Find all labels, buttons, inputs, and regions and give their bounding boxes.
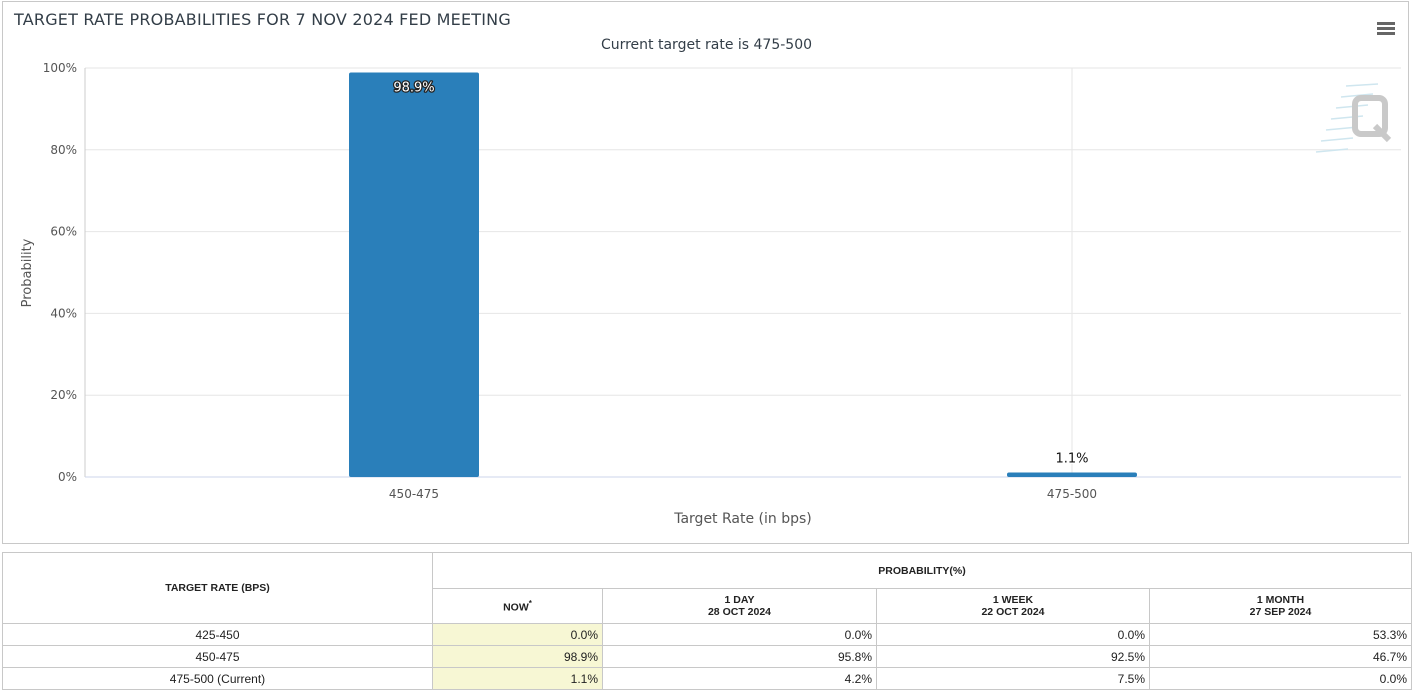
probability-table: TARGET RATE (BPS) PROBABILITY(%) NOW* 1 … [2, 552, 1412, 690]
bar-chart: 0% 20% 40% 60% 80% 100% 450-475 475-500 98.9% 1.… [20, 61, 1401, 527]
y-tick-label: 40% [50, 306, 77, 320]
now-header: NOW* [432, 588, 603, 624]
row-one-month: 46.7% [1149, 645, 1412, 668]
chart-subtitle: Current target rate is 475-500 [600, 37, 813, 53]
row-rate: 475-500 (Current) [2, 667, 433, 690]
y-tick-label: 20% [50, 388, 77, 402]
row-one-month: 53.3% [1149, 623, 1412, 646]
data-labels: 98.9% 1.1% [392, 79, 1090, 468]
row-one-week: 92.5% [876, 645, 1150, 668]
bar [1007, 472, 1137, 477]
one-week-date: 22 OCT 2024 [981, 606, 1045, 618]
row-now: 98.9% [432, 645, 603, 668]
row-one-week: 7.5% [876, 667, 1150, 690]
one-month-date: 27 SEP 2024 [1249, 606, 1312, 618]
table-row: 425-450 0.0% 0.0% 0.0% 53.3% [2, 623, 1412, 646]
row-one-month: 0.0% [1149, 667, 1412, 690]
bars [349, 72, 1137, 478]
y-tick-label: 80% [50, 143, 77, 157]
one-week-label: 1 WEEK [992, 594, 1034, 606]
now-header-marker: * [528, 598, 532, 608]
row-rate: 425-450 [2, 623, 433, 646]
one-month-header: 1 MONTH 27 SEP 2024 [1149, 588, 1412, 624]
y-tick-label: 100% [43, 61, 77, 75]
one-day-label: 1 DAY [724, 594, 755, 606]
axes: 0% 20% 40% 60% 80% 100% 450-475 475-500 [43, 61, 1401, 501]
one-week-header: 1 WEEK 22 OCT 2024 [876, 588, 1150, 624]
chart-title: TARGET RATE PROBABILITIES FOR 7 NOV 2024… [14, 10, 511, 29]
now-header-label: NOW [503, 601, 529, 614]
table-row: 450-475 98.9% 95.8% 92.5% 46.7% [2, 645, 1412, 668]
row-one-day: 4.2% [602, 667, 877, 690]
bar [349, 72, 479, 478]
probability-header: PROBABILITY(%) [432, 552, 1412, 589]
target-rate-header: TARGET RATE (BPS) [2, 552, 433, 624]
y-axis-title: Probability [20, 238, 35, 307]
one-day-header: 1 DAY 28 OCT 2024 [602, 588, 877, 624]
grid-lines [85, 67, 1401, 477]
row-one-day: 95.8% [602, 645, 877, 668]
y-tick-label: 0% [58, 470, 77, 484]
x-tick-label: 475-500 [1047, 487, 1097, 501]
row-one-day: 0.0% [602, 623, 877, 646]
y-tick-label: 60% [50, 225, 77, 239]
row-rate: 450-475 [2, 645, 433, 668]
one-day-date: 28 OCT 2024 [707, 606, 772, 618]
x-tick-label: 450-475 [389, 487, 439, 501]
data-label: 1.1% [1055, 452, 1088, 467]
chart-panel: TARGET RATE PROBABILITIES FOR 7 NOV 2024… [2, 1, 1409, 544]
row-now: 1.1% [432, 667, 603, 690]
hamburger-menu-icon[interactable] [1375, 18, 1397, 38]
x-axis-title: Target Rate (in bps) [673, 511, 812, 527]
row-one-week: 0.0% [876, 623, 1150, 646]
q-logo-icon [1315, 83, 1392, 153]
table-row: 475-500 (Current) 1.1% 4.2% 7.5% 0.0% [2, 667, 1412, 690]
row-now: 0.0% [432, 623, 603, 646]
one-month-label: 1 MONTH [1256, 594, 1305, 606]
data-label: 98.9% [393, 80, 434, 95]
